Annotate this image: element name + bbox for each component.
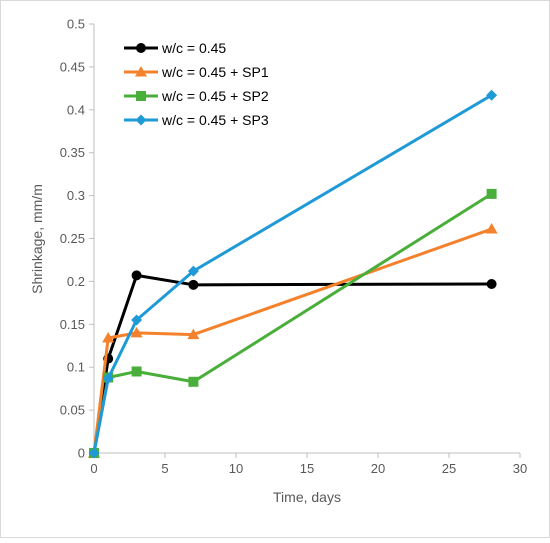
data-point bbox=[486, 89, 498, 101]
data-point bbox=[131, 366, 142, 377]
y-tick-label: 0.35 bbox=[60, 145, 85, 160]
y-tick-label: 0.15 bbox=[60, 317, 85, 332]
x-tick-label: 15 bbox=[300, 461, 314, 476]
legend-swatch-marker bbox=[135, 66, 147, 77]
data-point bbox=[486, 188, 497, 199]
data-point bbox=[88, 447, 100, 459]
y-tick-label: 0.5 bbox=[67, 17, 85, 32]
legend-label: w/c = 0.45 + SP2 bbox=[161, 88, 269, 104]
y-tick-label: 0 bbox=[78, 446, 85, 461]
data-point bbox=[187, 328, 200, 340]
data-point bbox=[131, 314, 143, 326]
data-point bbox=[486, 278, 497, 289]
data-point bbox=[485, 223, 498, 234]
y-tick-label: 0.3 bbox=[67, 188, 85, 203]
x-tick-label: 10 bbox=[229, 461, 243, 476]
axes: 0 0.05 0.1 0.15 0.2 0.25 0.3 0.35 0.4 0.45 0.5 0 5 10… bbox=[60, 17, 528, 477]
legend: w/c = 0.45 w/c = 0.45 + SP1 w/c = 0.45 + S… bbox=[124, 40, 269, 128]
legend-item: w/c = 0.45 bbox=[124, 40, 226, 56]
data-point bbox=[188, 279, 199, 290]
legend-label: w/c = 0.45 + SP1 bbox=[161, 64, 269, 80]
legend-label: w/c = 0.45 bbox=[161, 40, 226, 56]
y-tick-label: 0.1 bbox=[67, 360, 85, 375]
legend-item: w/c = 0.45 + SP1 bbox=[124, 64, 269, 80]
x-tick-label: 5 bbox=[161, 461, 168, 476]
legend-item: w/c = 0.45 + SP2 bbox=[124, 88, 269, 104]
y-tick-label: 0.4 bbox=[67, 102, 85, 117]
y-tick-label: 0.45 bbox=[60, 59, 85, 74]
series-4 bbox=[88, 89, 498, 459]
x-tick-label: 20 bbox=[371, 461, 385, 476]
data-point bbox=[102, 332, 115, 343]
data-point bbox=[130, 326, 143, 338]
legend-item: w/c = 0.45 + SP3 bbox=[124, 112, 269, 128]
y-axis-title: Shrinkage, mm/m bbox=[29, 184, 45, 294]
x-tick-label: 0 bbox=[90, 461, 97, 476]
data-point bbox=[131, 270, 142, 281]
legend-swatch-marker bbox=[136, 91, 146, 101]
x-axis-title: Time, days bbox=[273, 489, 341, 505]
y-tick-label: 0.05 bbox=[60, 403, 85, 418]
x-tick-label: 30 bbox=[513, 461, 527, 476]
data-point bbox=[102, 372, 114, 384]
legend-label: w/c = 0.45 + SP3 bbox=[161, 112, 269, 128]
y-tick-label: 0.2 bbox=[67, 274, 85, 289]
legend-swatch-marker bbox=[136, 43, 146, 53]
series-layer bbox=[88, 89, 498, 459]
x-tick-label: 25 bbox=[442, 461, 456, 476]
legend-swatch-marker bbox=[135, 114, 147, 126]
data-point bbox=[188, 376, 199, 387]
y-tick-label: 0.25 bbox=[60, 231, 85, 246]
data-point bbox=[187, 265, 199, 277]
